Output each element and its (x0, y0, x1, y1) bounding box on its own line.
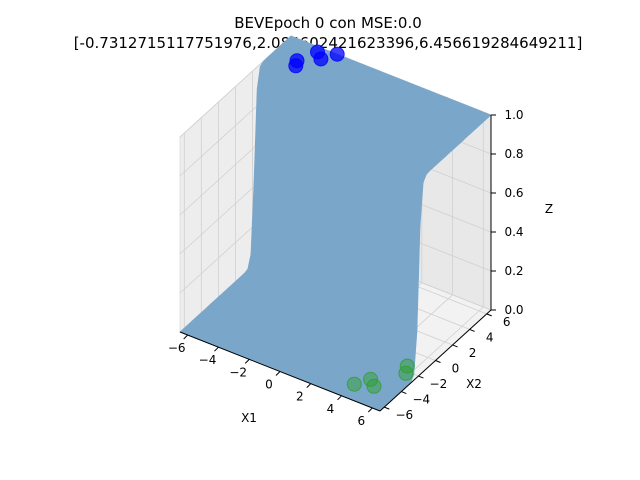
x-tick-label: 0 (265, 378, 273, 392)
x-tick-mark (337, 395, 342, 401)
y-tick-label: 6 (503, 315, 511, 329)
z-tick-label: 0.0 (504, 303, 523, 317)
scatter-point (288, 58, 304, 74)
x-axis-label: X1 (241, 411, 257, 425)
z-tick-label: 0.8 (504, 147, 523, 161)
y-tick-mark (401, 391, 407, 395)
chart-subtitle: [-0.7312715117751976,2.084602421623396,6… (74, 34, 583, 52)
x-tick-mark (214, 346, 219, 352)
x-tick-label: 4 (327, 402, 335, 416)
z-tick-label: 1.0 (504, 108, 523, 122)
x-tick-label: 2 (296, 390, 304, 404)
z-tick-label: 0.6 (504, 186, 523, 200)
scatter-point (313, 51, 329, 67)
x-tick-label: 6 (357, 414, 365, 428)
y-tick-label: 2 (469, 346, 477, 360)
z-tick-label: 0.2 (504, 264, 523, 278)
y-tick-label: 4 (486, 330, 494, 344)
y-tick-label: −2 (430, 377, 448, 391)
y-axis-label: X2 (466, 377, 482, 391)
y-tick-mark (452, 344, 458, 348)
x-tick-mark (306, 383, 312, 389)
sigmoid-surface (179, 35, 492, 412)
y-tick-label: −6 (395, 408, 413, 422)
scatter-point (329, 46, 345, 62)
chart-title: BEVEpoch 0 con MSE:0.0 (234, 14, 422, 32)
x-tick-label: −4 (199, 353, 217, 367)
z-tick-label: 0.4 (504, 225, 523, 239)
x-tick-mark (244, 358, 250, 364)
scatter-point (363, 371, 379, 387)
y-tick-mark (418, 375, 424, 379)
x-tick-mark (275, 371, 281, 376)
y-tick-label: 0 (452, 362, 460, 376)
x-tick-mark (183, 334, 189, 340)
y-tick-mark (384, 406, 390, 410)
y-tick-label: −4 (412, 393, 430, 407)
y-tick-mark (486, 313, 492, 317)
scatter-point (398, 365, 414, 381)
scatter-point (366, 378, 382, 394)
x-tick-label: −6 (168, 341, 186, 355)
x-tick-mark (367, 407, 373, 413)
y-tick-mark (469, 328, 475, 332)
scatter-point (346, 376, 362, 392)
z-axis-label: Z (545, 202, 553, 216)
data-points (288, 44, 415, 394)
y-tick-mark (435, 360, 441, 363)
x-tick-label: −2 (229, 365, 247, 379)
